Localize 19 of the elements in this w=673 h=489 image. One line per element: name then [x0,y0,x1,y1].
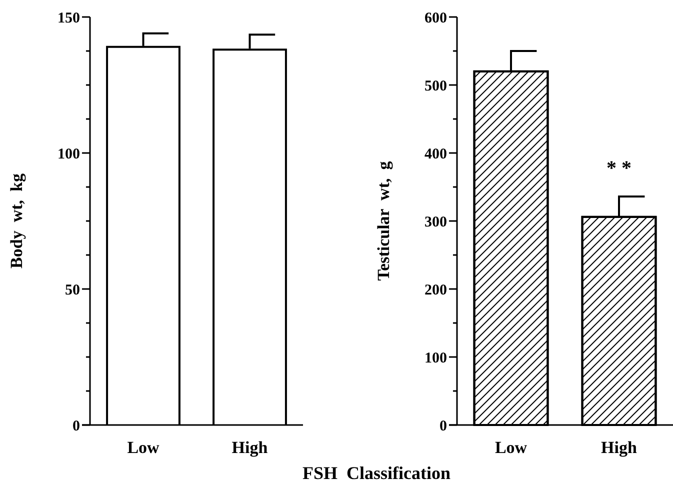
annotation: * * [606,158,632,180]
y-tick-label: 0 [72,418,80,434]
y-tick-label: 600 [424,10,447,26]
y-tick-label: 100 [424,350,447,366]
x-tick-label: High [601,438,638,457]
y-tick-label: 400 [424,146,447,162]
y-tick-label: 200 [424,282,447,298]
y-tick-label: 150 [58,10,80,26]
y-axis-title: Testicular wt, g [374,160,393,281]
x-axis-title: FSH Classification [302,463,451,483]
y-tick-label: 0 [440,418,447,434]
x-tick-label: Low [127,438,160,457]
y-tick-label: 50 [65,282,80,298]
y-tick-label: 100 [58,146,80,162]
x-tick-label: Low [494,438,528,457]
y-tick-label: 500 [424,78,447,94]
y-tick-label: 300 [424,214,447,230]
y-axis-title: Body wt, kg [7,173,26,268]
x-tick-label: High [232,438,268,457]
